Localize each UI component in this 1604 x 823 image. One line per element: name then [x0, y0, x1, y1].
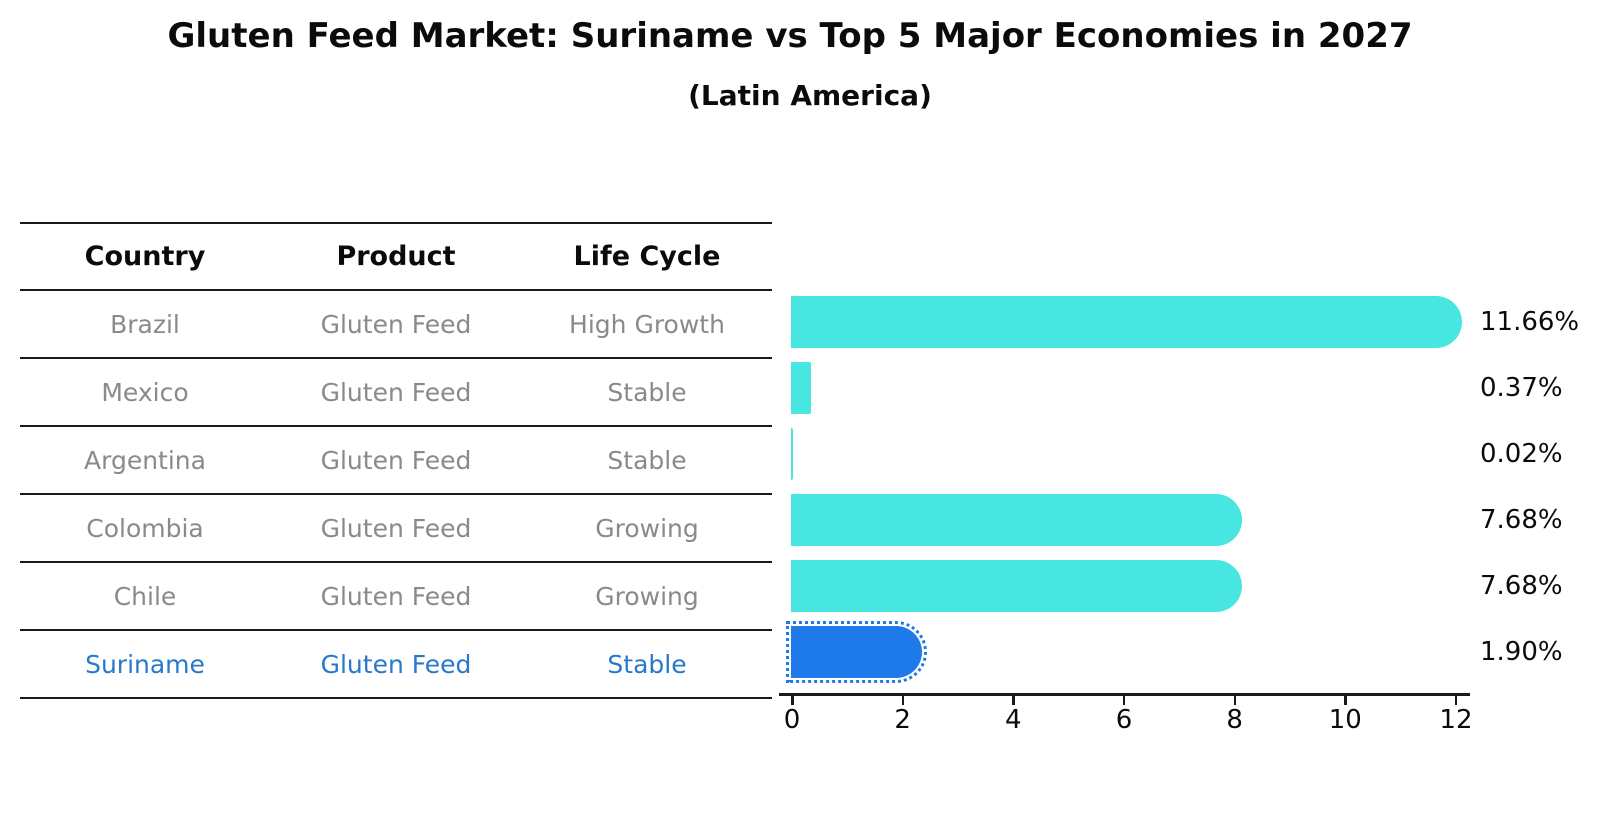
table-cell-product: Gluten Feed — [320, 309, 472, 339]
bar-brazil — [791, 296, 1463, 348]
bar-value-label: 7.68% — [1480, 505, 1563, 535]
chart-subtitle: (Latin America) — [688, 79, 932, 112]
x-tick-mark — [1012, 696, 1015, 705]
x-tick-label: 4 — [1005, 705, 1022, 735]
table-header-cell: Product — [336, 241, 456, 272]
bar-colombia — [791, 494, 1242, 546]
table-cell-product: Gluten Feed — [320, 445, 472, 475]
table-row-brazil: Brazil Gluten Feed High Growth — [20, 291, 772, 359]
table-cell-life-cycle: Stable — [607, 649, 687, 679]
bar-value-label: 7.68% — [1480, 571, 1563, 601]
table-cell-life-cycle: High Growth — [569, 309, 725, 339]
x-tick-label: 8 — [1226, 705, 1243, 735]
table-cell-product: Gluten Feed — [320, 581, 472, 611]
bar-suriname — [785, 621, 928, 683]
x-tick-label: 0 — [783, 705, 801, 735]
bar-value-label: 11.66% — [1480, 307, 1580, 337]
table-cell-product: Gluten Feed — [320, 377, 472, 407]
bar-value-label: 0.37% — [1480, 373, 1563, 403]
x-tick-mark — [901, 696, 905, 705]
x-tick-label: 2 — [894, 705, 911, 735]
table-cell-country: Chile — [113, 581, 177, 611]
table-cell-country: Colombia — [86, 513, 204, 543]
x-tick-mark — [1233, 696, 1237, 705]
x-tick-label: 12 — [1439, 705, 1473, 735]
x-tick-label: 10 — [1328, 705, 1362, 735]
bar-argentina — [791, 428, 793, 480]
table-row-suriname: Suriname Gluten Feed Stable — [20, 631, 772, 699]
table-row-argentina: Argentina Gluten Feed Stable — [20, 427, 772, 495]
bar-mexico — [791, 362, 812, 414]
x-tick-label: 6 — [1115, 705, 1133, 735]
table-cell-product: Gluten Feed — [320, 513, 472, 543]
table-header-cell: Life Cycle — [573, 241, 721, 272]
bar-value-label: 1.90% — [1480, 637, 1563, 667]
table-row-mexico: Mexico Gluten Feed Stable — [20, 359, 772, 427]
country-table: Country Product Life Cycle Brazil Gluten Fe… — [20, 222, 772, 699]
table-cell-life-cycle: Growing — [595, 513, 699, 543]
table-cell-country: Suriname — [85, 649, 205, 679]
table-row-colombia: Colombia Gluten Feed Growing — [20, 495, 772, 563]
x-tick-mark — [1454, 696, 1458, 705]
x-axis-line — [779, 693, 1470, 696]
table-cell-life-cycle: Stable — [607, 377, 687, 407]
x-tick-mark — [791, 696, 794, 705]
table-cell-country: Argentina — [84, 445, 206, 475]
table-cell-life-cycle: Stable — [607, 445, 687, 475]
table-cell-life-cycle: Growing — [595, 581, 699, 611]
table-header-cell: Country — [84, 241, 206, 272]
bar-value-label: 0.02% — [1480, 439, 1563, 469]
table-cell-country: Mexico — [101, 377, 189, 407]
table-cell-product: Gluten Feed — [320, 649, 472, 679]
chart-title: Gluten Feed Market: Suriname vs Top 5 Ma… — [167, 16, 1413, 56]
bar-chile — [791, 560, 1242, 612]
x-tick-mark — [1122, 696, 1126, 705]
table-header-row: Country Product Life Cycle — [20, 222, 772, 291]
table-cell-country: Brazil — [110, 309, 180, 339]
table-row-chile: Chile Gluten Feed Growing — [20, 563, 772, 631]
x-tick-mark — [1344, 696, 1347, 705]
